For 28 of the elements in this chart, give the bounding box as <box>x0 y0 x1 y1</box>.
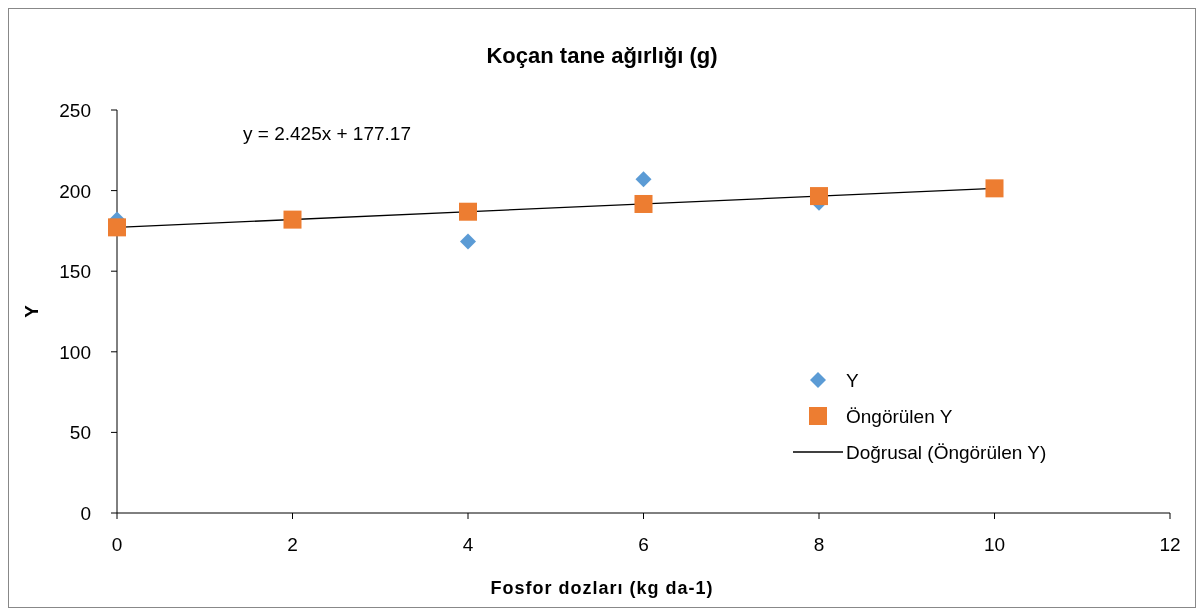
y-axis-title: Y <box>21 304 42 318</box>
y-tick-label: 200 <box>59 180 91 202</box>
x-tick-label: 0 <box>111 534 123 555</box>
point <box>283 210 302 229</box>
chart-title: Koçan tane ağırlığı (g) <box>486 43 718 68</box>
point <box>459 202 477 221</box>
legend-label: Doğrusal (Öngörülen Y) <box>846 442 1047 463</box>
x-tick-label: 10 <box>983 534 1006 555</box>
y-tick-label: 250 <box>59 100 91 121</box>
y-tick-label: 100 <box>59 341 91 363</box>
point <box>985 179 1004 198</box>
x-tick-label: 2 <box>287 534 298 555</box>
y-tick-label: 50 <box>69 422 91 444</box>
y-tick-label: 150 <box>59 261 91 283</box>
point <box>634 194 653 213</box>
x-tick-label: 4 <box>462 534 474 555</box>
x-tick-label: 8 <box>813 534 825 555</box>
x-axis-title: Fosfor dozları (kg da-1) <box>490 578 714 598</box>
annotation: y = 2.425x + 177.17 <box>243 123 411 144</box>
x-tick-label: 12 <box>1159 534 1181 555</box>
point <box>108 218 126 237</box>
x-tick-label: 6 <box>638 534 649 555</box>
point <box>810 187 828 206</box>
y-tick-label: 0 <box>80 503 91 524</box>
point <box>460 233 476 250</box>
legend-label: Y <box>846 370 859 391</box>
point <box>635 171 652 188</box>
legend-label: Öngörülen Y <box>846 406 953 427</box>
